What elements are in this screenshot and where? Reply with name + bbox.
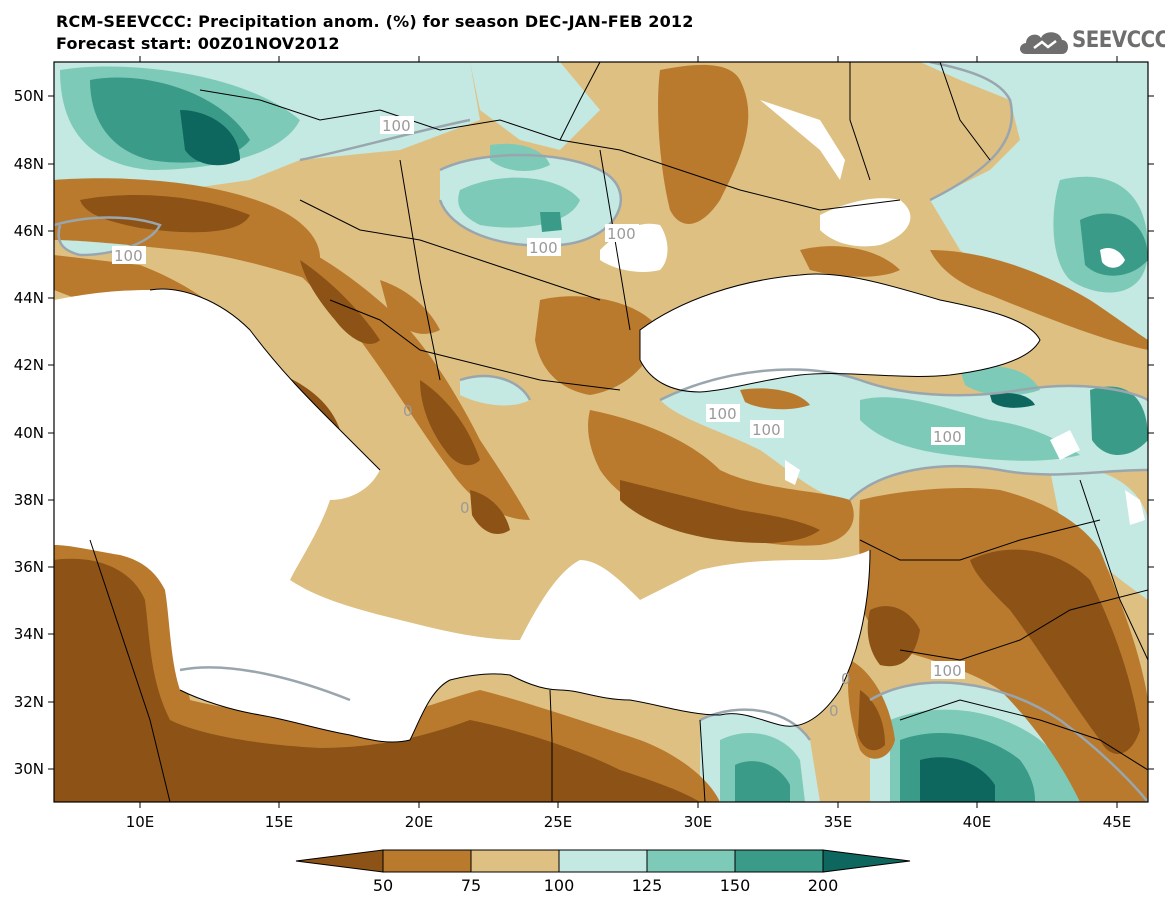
legend-label-150: 150	[720, 876, 751, 895]
legend-swatch-125-150	[646, 849, 736, 873]
lon-tick-10e: 10E	[126, 813, 155, 831]
legend-label-125: 125	[632, 876, 663, 895]
color-legend: 50 75 100 125 150 200	[295, 849, 911, 895]
contour-label-100: 100	[114, 247, 143, 265]
lat-tick-34n: 34N	[14, 625, 44, 643]
legend-label-75: 75	[461, 876, 481, 895]
map-frame	[53, 61, 1149, 803]
latitude-tick-labels: 50N 48N 46N 44N 42N 40N 38N 36N 34N 32N …	[14, 87, 44, 778]
contour-label-0: 0	[403, 402, 413, 420]
legend-swatch-above-200	[822, 849, 911, 873]
lon-tick-45e: 45E	[1103, 813, 1132, 831]
lon-tick-40e: 40E	[963, 813, 992, 831]
lat-tick-42n: 42N	[14, 356, 44, 374]
legend-swatch-75-100	[470, 849, 560, 873]
logo-text: SEEVCCC	[1072, 28, 1165, 53]
lat-tick-38n: 38N	[14, 491, 44, 509]
lat-tick-30n: 30N	[14, 760, 44, 778]
contour-label-0: 0	[841, 670, 851, 688]
lat-tick-50n: 50N	[14, 87, 44, 105]
lat-tick-46n: 46N	[14, 222, 44, 240]
contour-label-0: 0	[829, 702, 839, 720]
contour-label-100: 100	[933, 428, 962, 446]
longitude-axis	[139, 56, 1118, 808]
legend-swatch-50-75	[382, 849, 472, 873]
chart-title: RCM-SEEVCCC: Precipitation anom. (%) for…	[56, 12, 694, 31]
lon-tick-35e: 35E	[824, 813, 853, 831]
contour-label-100: 100	[529, 239, 558, 257]
lon-tick-30e: 30E	[684, 813, 713, 831]
lat-tick-48n: 48N	[14, 155, 44, 173]
contour-100-lines	[54, 62, 1148, 802]
contour-label-100: 100	[708, 405, 737, 423]
lon-tick-20e: 20E	[405, 813, 434, 831]
longitude-tick-labels: 10E 15E 20E 25E 30E 35E 40E 45E	[126, 813, 1132, 831]
latitude-axis	[48, 95, 1154, 770]
contour-label-100: 100	[607, 225, 636, 243]
contour-label-100: 100	[382, 117, 411, 135]
legend-swatch-150-200	[734, 849, 824, 873]
sea-areas	[54, 100, 1145, 743]
contour-labels: 100 100 100 100 100 100 100 100 0 0 0 0	[112, 116, 965, 720]
contour-label-0: 0	[460, 499, 470, 517]
contour-label-100: 100	[933, 662, 962, 680]
lat-tick-44n: 44N	[14, 289, 44, 307]
legend-label-200: 200	[808, 876, 839, 895]
lon-tick-15e: 15E	[265, 813, 294, 831]
legend-label-100: 100	[544, 876, 575, 895]
lat-tick-40n: 40N	[14, 424, 44, 442]
contour-label-100: 100	[752, 421, 781, 439]
lat-tick-36n: 36N	[14, 558, 44, 576]
legend-swatch-100-125	[558, 849, 648, 873]
lon-tick-25e: 25E	[544, 813, 573, 831]
wet-anomaly-regions	[54, 62, 1148, 802]
lat-tick-32n: 32N	[14, 693, 44, 711]
legend-label-50: 50	[373, 876, 393, 895]
legend-swatch-below-50	[295, 849, 384, 873]
chart-subtitle: Forecast start: 00Z01NOV2012	[56, 34, 340, 53]
cloud-logo-icon	[1020, 32, 1068, 54]
